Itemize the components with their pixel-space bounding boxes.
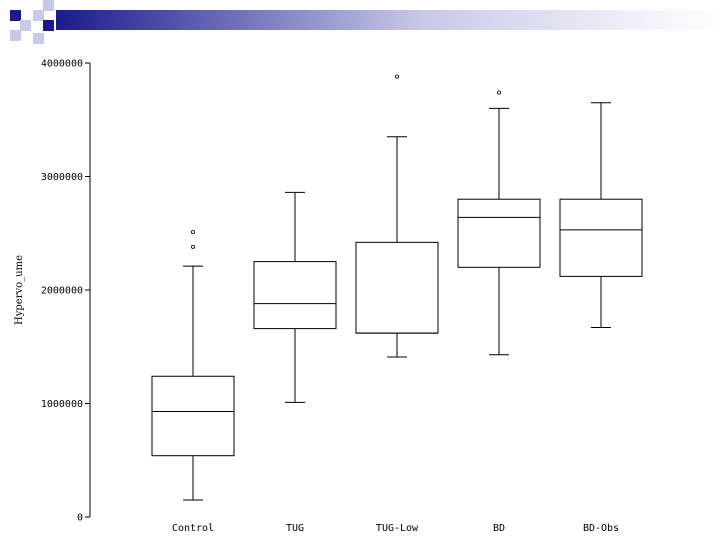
outlier-point xyxy=(394,74,399,79)
header-checker-square xyxy=(20,20,31,31)
y-tick-label: 4000000 xyxy=(41,59,83,70)
y-axis: 0 1000000 2000000 3000000 4000000 xyxy=(41,59,91,524)
header-checker-square xyxy=(33,10,44,21)
y-tick-label: 0 xyxy=(77,513,83,524)
outlier-point xyxy=(190,244,195,249)
box-body xyxy=(457,198,541,268)
header-checker-square xyxy=(10,10,21,21)
outlier-point xyxy=(496,90,501,95)
y-axis-title: Hypervo_ume xyxy=(14,255,25,325)
slide-header-decoration xyxy=(10,0,720,44)
header-checker-square xyxy=(43,0,54,11)
box-tug xyxy=(253,191,337,403)
y-tick-label: 3000000 xyxy=(41,172,83,183)
box-body xyxy=(151,375,235,457)
box-series xyxy=(151,74,643,501)
y-tick-label: 2000000 xyxy=(41,286,83,297)
x-category-label: TUG xyxy=(286,523,304,534)
box-tug-low xyxy=(355,74,439,358)
box-bd-obs xyxy=(559,102,643,328)
outlier-point xyxy=(190,230,195,235)
y-tick-label: 1000000 xyxy=(41,399,83,410)
x-category-label: Control xyxy=(172,523,214,534)
box-body xyxy=(355,241,439,334)
box-body xyxy=(253,261,337,330)
header-checker-square xyxy=(43,20,54,31)
header-checker-square xyxy=(10,30,21,41)
x-category-label: TUG-Low xyxy=(376,523,419,534)
box-body xyxy=(559,198,643,277)
header-gradient-bar xyxy=(56,10,720,30)
x-axis-labels: Control TUG TUG-Low BD BD-Obs xyxy=(172,523,619,534)
box-control xyxy=(151,230,235,501)
x-category-label: BD-Obs xyxy=(583,523,619,534)
box-bd xyxy=(457,90,541,356)
header-checker-square xyxy=(33,33,44,44)
x-category-label: BD xyxy=(493,523,505,534)
